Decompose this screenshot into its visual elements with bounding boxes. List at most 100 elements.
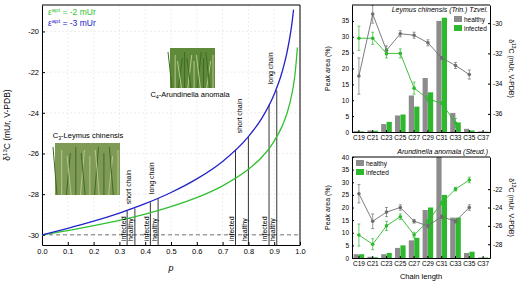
x-tick-label: C37 [477, 134, 489, 141]
x-tick-label: C25 [394, 134, 406, 141]
bar [400, 115, 405, 132]
photo-texture [177, 61, 181, 88]
y2-tick-label: -26 [493, 222, 503, 229]
y-tick-label: -22 [28, 68, 39, 77]
legend-swatch [356, 160, 364, 166]
bar [478, 257, 483, 258]
y2-axis-line [490, 6, 491, 133]
x-tick-mark [386, 130, 387, 132]
x-tick-mark [427, 256, 428, 258]
x-tick-mark [483, 130, 484, 132]
bar [367, 257, 372, 258]
x-tick-label: C21 [367, 260, 379, 267]
y-tick: -28 [28, 190, 45, 199]
y-tick-label: 5 [345, 242, 349, 249]
y2-axis: -30-32-34-36 [488, 6, 503, 133]
point [412, 219, 416, 223]
curve [42, 10, 294, 235]
bar [373, 131, 378, 132]
chart-svg: C3-Leymus chinensisC4-Arundinella anomal… [0, 0, 520, 283]
x-tick-mark [372, 256, 373, 258]
legend-swatch [356, 169, 364, 175]
y-tick-label: 40 [342, 154, 350, 161]
x-tick: C33 [450, 256, 462, 267]
y-tick: 10 [342, 229, 354, 236]
y-tick-mark [42, 113, 45, 114]
x-tick: 0.3 [115, 242, 125, 256]
x-tick-mark [274, 242, 275, 245]
y-tick-mark [352, 195, 354, 196]
error-bar [440, 56, 443, 59]
x-tick-mark [414, 130, 415, 132]
x-tick-mark [223, 242, 224, 245]
x-tick-label: 0.0 [37, 247, 47, 256]
photo [168, 48, 215, 88]
y-tick-mark [352, 170, 354, 171]
point [454, 121, 458, 125]
bar [387, 253, 392, 258]
point [399, 206, 403, 210]
y-tick-mark [352, 132, 354, 133]
bar [456, 218, 461, 258]
legend-label: infected [366, 169, 389, 176]
point [468, 178, 472, 182]
y-tick-mark [42, 31, 45, 32]
point [357, 74, 361, 78]
legend-label: healthy [464, 16, 486, 24]
photo-texture [178, 58, 182, 88]
x-tick-mark [171, 242, 172, 245]
x-axis-title: p [167, 263, 173, 273]
marker-line [248, 137, 249, 245]
point [426, 224, 430, 228]
x-tick: 0.7 [218, 242, 228, 256]
error-bar [454, 187, 457, 191]
curve [42, 48, 297, 235]
y-tick-mark [352, 84, 354, 85]
point [440, 201, 444, 205]
x-tick-mark [441, 130, 442, 132]
y2-tick: -34 [488, 80, 503, 87]
y-tick-label: 35 [342, 17, 350, 24]
x-tick: C21 [367, 256, 379, 267]
y2-tick-label: -36 [493, 110, 503, 117]
x-tick-label: C35 [463, 260, 475, 267]
y2-tick-mark [488, 226, 490, 227]
photo-texture [196, 55, 200, 88]
legend-label: infected [464, 25, 487, 32]
text-part: -Arundinella anomala [159, 90, 231, 99]
bar [381, 254, 386, 258]
point [399, 32, 403, 36]
y2-tick-mark [488, 114, 490, 115]
annotation: short chain [236, 99, 243, 133]
grid-line [93, 5, 94, 245]
bar [478, 131, 483, 132]
y2-tick: -24 [488, 204, 503, 211]
x-tick-label: C27 [408, 260, 420, 267]
error-bar [454, 62, 457, 68]
error-bar [413, 232, 416, 238]
legend-label: healthy [366, 160, 388, 168]
y2-tick-mark [488, 84, 490, 85]
photo-label: C3-Leymus chinensis [53, 131, 124, 141]
panel-title: Arundinella anomala (Steud.) [396, 148, 488, 156]
text-part: C (mUr, V-PDB) [2, 89, 12, 149]
error-bar [468, 70, 471, 79]
y-axis-line [42, 6, 43, 246]
x-tick-label: C33 [450, 134, 462, 141]
y2-axis-line [490, 158, 491, 259]
y2-tick-label: -24 [493, 204, 503, 211]
bar [359, 131, 364, 132]
point [371, 219, 375, 223]
x-tick: 0.8 [244, 242, 254, 256]
error-bar [426, 224, 429, 228]
grid-line [42, 31, 300, 32]
photo-texture [80, 150, 84, 195]
error-bar [440, 201, 443, 205]
x-tick: 0.9 [269, 242, 279, 256]
bar-chart: C19C21C23C25C27C29C31C33C35C370510152025… [324, 5, 516, 141]
x-tick-mark [68, 242, 69, 245]
bar [414, 238, 419, 258]
panel-title: Leymus chinensis (Trin.) Tzvel. [392, 6, 488, 14]
y2-axis-title: δ13C (mUr, V-PDB) [507, 39, 516, 98]
x-tick: 0.1 [63, 242, 73, 256]
